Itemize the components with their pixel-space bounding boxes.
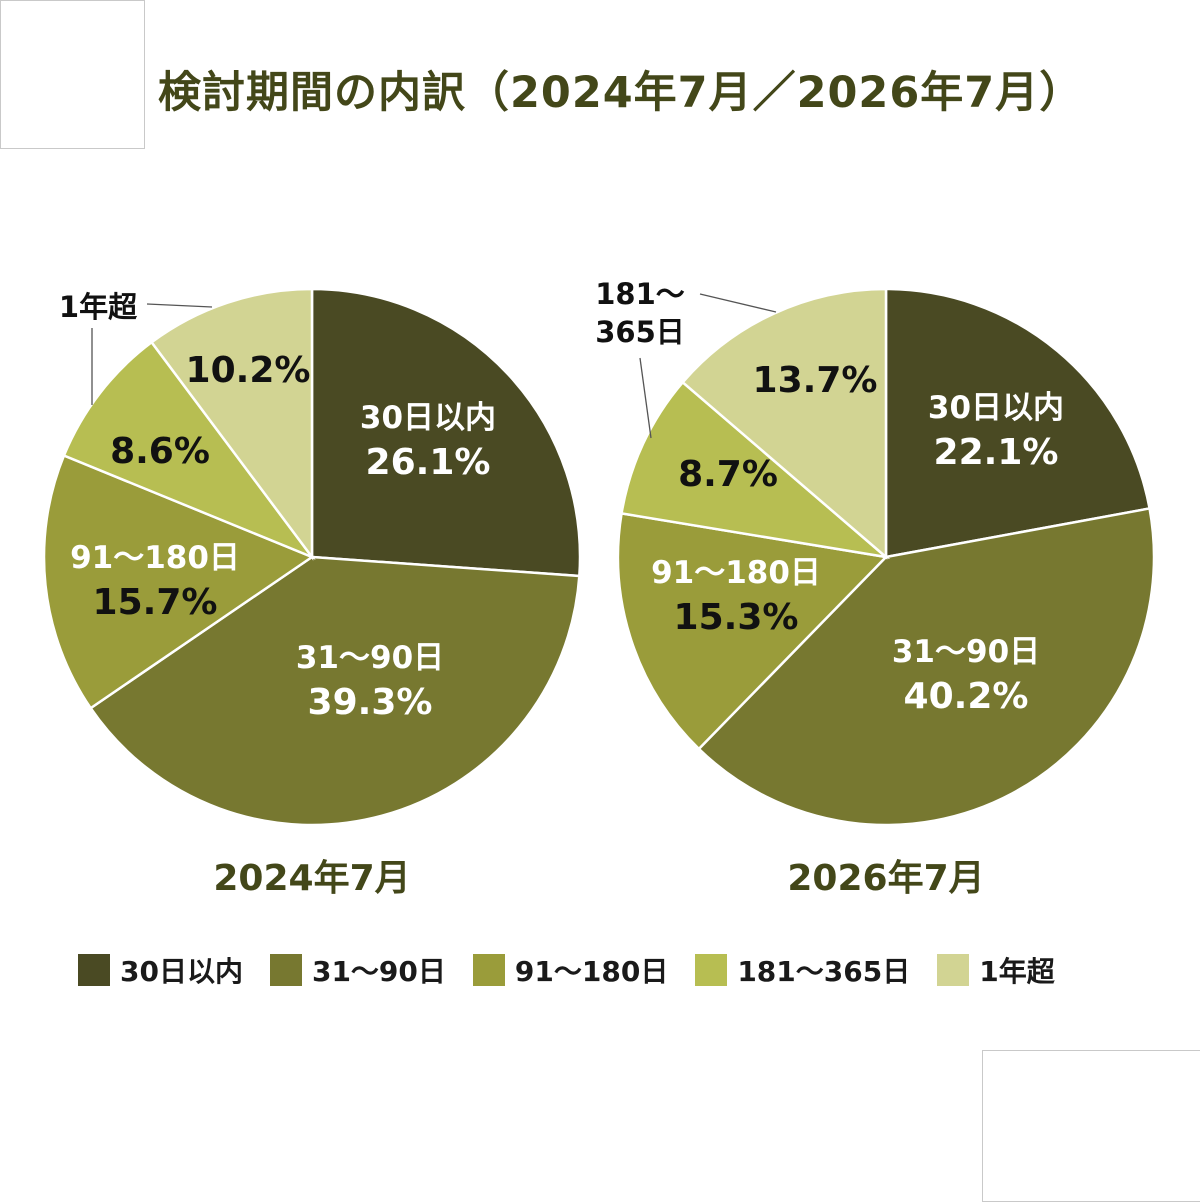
legend-item: 30日以内 (78, 950, 243, 990)
pie-slice (884, 287, 1152, 559)
pie-slice (680, 287, 888, 560)
legend-label: 181〜365日 (737, 955, 911, 988)
legend-swatch (937, 954, 970, 986)
leader-line (146, 303, 213, 308)
slice-value-label: 15.7% (93, 582, 218, 623)
slice-category-label: 30日以内 (928, 390, 1064, 426)
legend-item: 31〜90日 (269, 950, 446, 990)
pie-slice (697, 506, 1156, 827)
legend-label: 91〜180日 (514, 955, 669, 988)
slice-value-label: 8.6% (110, 431, 210, 472)
slice-value-label: 40.2% (904, 676, 1029, 717)
legend-swatch (269, 954, 302, 986)
pie-slice (616, 511, 889, 751)
legend-item: 1年超 (937, 950, 1055, 990)
corner-box-top-left (0, 0, 145, 149)
slice-value-label: 8.7% (678, 454, 778, 495)
chart-year-caption: 2024年7月 (213, 858, 410, 899)
leader-line (699, 293, 777, 313)
slice-category-label: 91〜180日 (70, 540, 240, 576)
corner-box-bottom-right (982, 1050, 1200, 1202)
legend-label: 30日以内 (120, 955, 243, 988)
legend-label: 31〜90日 (311, 955, 446, 988)
pie-slice (62, 340, 316, 560)
slice-category-label: 31〜90日 (296, 640, 444, 676)
legend-item: 181〜365日 (695, 950, 910, 990)
outside-category-label: 181〜 365日 (595, 277, 685, 349)
pie-slice (149, 287, 314, 561)
slice-category-label: 91〜180日 (651, 555, 821, 591)
slice-value-label: 15.3% (674, 597, 799, 638)
leader-line (639, 357, 652, 439)
outside-category-label: 1年超 (59, 290, 138, 324)
pie-slice (42, 453, 315, 710)
legend-item: 91〜180日 (472, 950, 669, 990)
slice-value-label: 10.2% (186, 350, 311, 391)
pie-chart-0: 30日以内 26.1% 31〜90日 39.3% 91〜180日 15.7% 8.6% 10.… (42, 287, 582, 899)
pie-slice (620, 380, 891, 559)
chart-year-caption: 2026年7月 (787, 858, 984, 899)
slice-value-label: 39.3% (308, 682, 433, 723)
pie-slice (88, 555, 581, 827)
legend-swatch (78, 954, 110, 986)
slice-value-label: 22.1% (934, 432, 1059, 473)
slice-category-label: 30日以内 (360, 400, 496, 436)
legend-label: 1年超 (979, 955, 1055, 988)
slice-category-label: 31〜90日 (892, 634, 1040, 670)
pie-chart-1: 30日以内 22.1% 31〜90日 40.2% 91〜180日 15.3% 8.7% 13.… (595, 277, 1156, 899)
slice-value-label: 26.1% (366, 442, 491, 483)
chart-title: 検討期間の内訳（2024年7月／2026年7月） (158, 68, 1084, 118)
slice-value-label: 13.7% (753, 360, 878, 401)
legend-swatch (695, 954, 728, 986)
legend: 30日以内 31〜90日 91〜180日 181〜365日 1年超 (78, 948, 1188, 992)
legend-swatch (472, 954, 505, 986)
pie-slice (310, 287, 582, 578)
